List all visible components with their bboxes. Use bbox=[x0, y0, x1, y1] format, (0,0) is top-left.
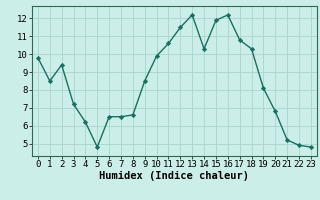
X-axis label: Humidex (Indice chaleur): Humidex (Indice chaleur) bbox=[100, 171, 249, 181]
